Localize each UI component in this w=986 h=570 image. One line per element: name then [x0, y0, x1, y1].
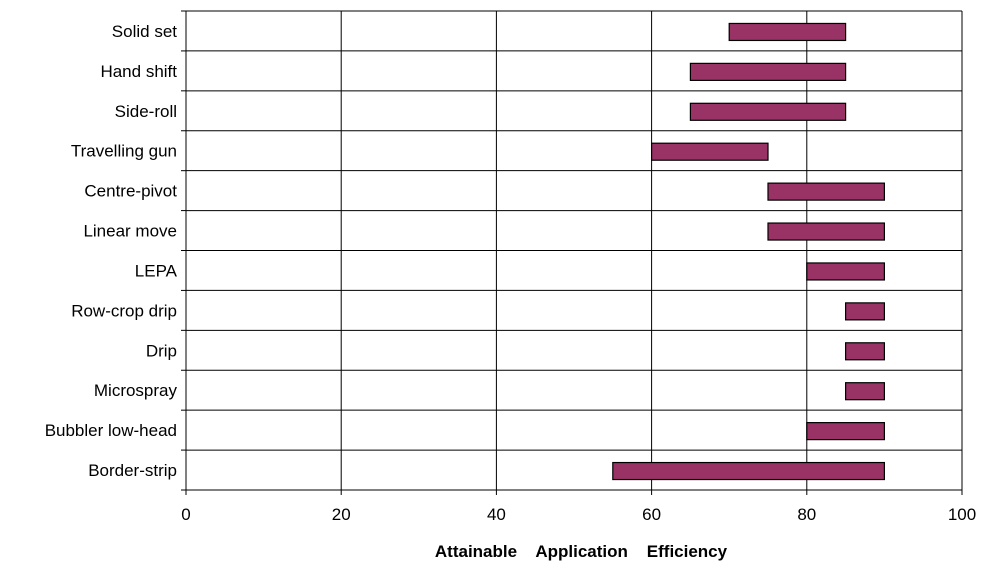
- x-tick-label: 60: [642, 505, 661, 524]
- category-label: Side-roll: [115, 102, 177, 121]
- category-labels: Solid set Hand shift Side-roll Travelling g…: [45, 22, 178, 480]
- category-label: Drip: [146, 341, 177, 360]
- category-label: LEPA: [135, 261, 178, 280]
- range-bar: [806, 262, 885, 281]
- range-bar: [612, 461, 885, 481]
- range-bar: [689, 62, 847, 81]
- x-tick-label: 80: [797, 505, 816, 524]
- range-bar: [806, 422, 885, 441]
- range-bar: [728, 22, 847, 42]
- x-tick-label: 100: [948, 505, 976, 524]
- category-label: Row-crop drip: [71, 301, 177, 320]
- category-label: Bubbler low-head: [45, 421, 177, 440]
- category-label: Travelling gun: [71, 142, 177, 161]
- category-label: Centre-pivot: [84, 182, 177, 201]
- axes: [181, 10, 963, 495]
- x-tick-label: 20: [332, 505, 351, 524]
- range-bar: [844, 382, 885, 401]
- bars: [612, 22, 886, 481]
- range-bar: [767, 222, 886, 241]
- range-bar: [650, 142, 769, 161]
- category-label: Hand shift: [100, 62, 177, 81]
- range-bar: [689, 102, 847, 121]
- gridlines: [185, 10, 963, 491]
- range-bar: [767, 182, 886, 201]
- x-tick-labels: 0 20 40 60 80 100: [181, 505, 976, 524]
- category-label: Solid set: [112, 22, 177, 41]
- category-label: Microspray: [94, 381, 178, 400]
- category-label: Border-strip: [88, 461, 177, 480]
- x-tick-label: 0: [181, 505, 190, 524]
- x-tick-label: 40: [487, 505, 506, 524]
- category-label: Linear move: [83, 222, 177, 241]
- range-bar: [844, 342, 885, 361]
- x-axis-title: Attainable Application Efficiency: [435, 542, 728, 561]
- range-bar: [844, 302, 885, 321]
